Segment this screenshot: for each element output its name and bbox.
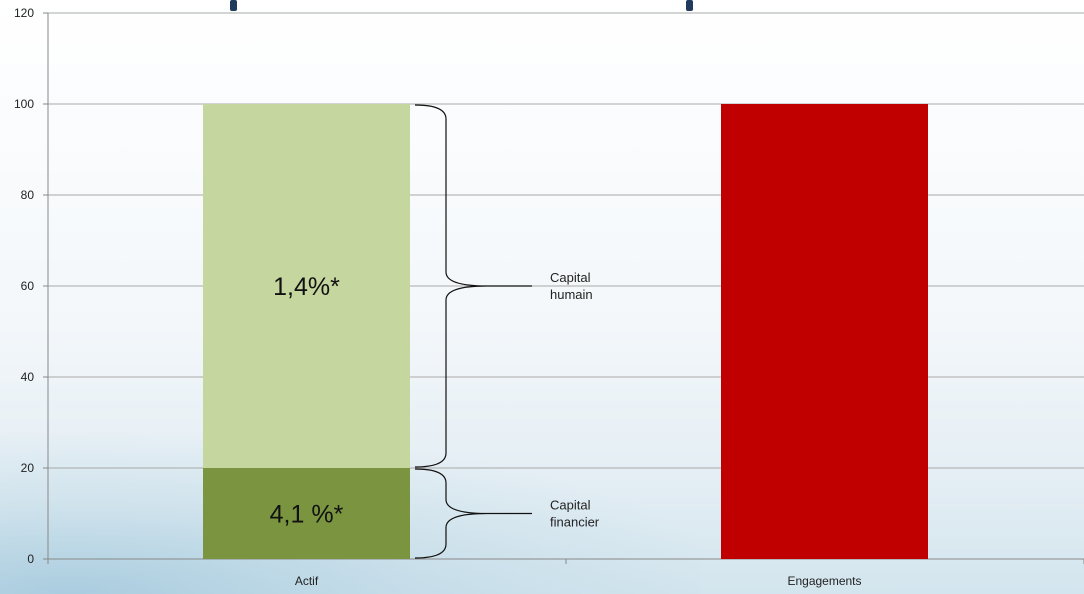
- bar-segment: [203, 468, 410, 559]
- y-tick-label: 120: [14, 6, 34, 20]
- top-marker: [230, 0, 237, 11]
- annotation-label: Capital financier: [550, 498, 600, 530]
- bars: [203, 104, 928, 559]
- y-tick-label: 20: [21, 461, 35, 475]
- curly-brace: [414, 468, 532, 559]
- y-tick-label: 60: [21, 279, 35, 293]
- y-tick-label: 80: [21, 188, 35, 202]
- bar-segment: [721, 104, 928, 559]
- top-marker: [686, 0, 693, 11]
- bar-segment: [203, 104, 410, 468]
- top-markers: [230, 0, 693, 11]
- curly-brace: [414, 104, 532, 468]
- x-tick-label: Actif: [295, 574, 319, 588]
- labels: 4,1 %* 1,4%*: [270, 273, 344, 529]
- y-tick-label: 100: [14, 97, 34, 111]
- bar-segment-label: 4,1 %*: [270, 501, 344, 529]
- annotation-label: Capital humain: [550, 270, 593, 302]
- x-tick-label: Engagements: [787, 574, 861, 588]
- bar-segment-label: 1,4%*: [273, 273, 340, 301]
- annotations: Capital humain Capital financier: [414, 104, 600, 559]
- y-tick-label: 0: [27, 552, 34, 566]
- y-tick-label: 40: [21, 370, 35, 384]
